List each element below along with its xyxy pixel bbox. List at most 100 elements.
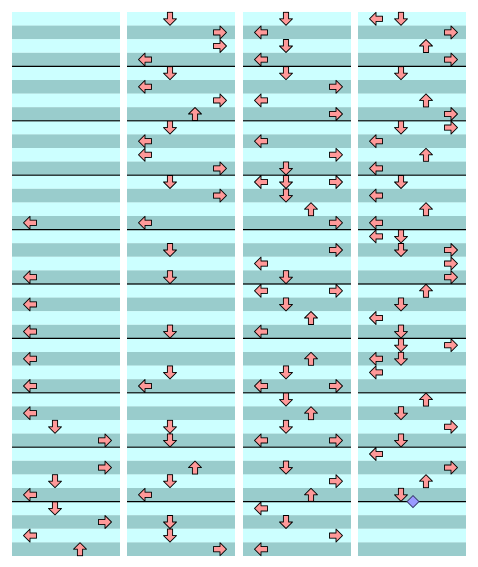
- beat-row: [12, 365, 120, 380]
- beat-row: [243, 188, 351, 203]
- beat-row: [12, 528, 120, 543]
- beat-row: [127, 488, 235, 502]
- up-arrow-note: [419, 93, 433, 108]
- beat-row: [12, 338, 120, 352]
- beat-row: [12, 202, 120, 216]
- beat-row: [12, 447, 120, 461]
- right-arrow-note: [329, 379, 343, 393]
- beat-row: [12, 12, 120, 26]
- beat-row: [12, 52, 120, 67]
- right-arrow-note: [444, 243, 458, 257]
- beat-row: [127, 542, 235, 556]
- beat-row: [243, 474, 351, 488]
- left-arrow-note: [254, 256, 268, 271]
- left-arrow-note: [23, 324, 37, 339]
- beat-row: [127, 202, 235, 216]
- down-arrow-note: [279, 270, 293, 285]
- beat-row: [12, 134, 120, 148]
- beat-row: [358, 474, 466, 488]
- down-arrow-note: [163, 515, 177, 529]
- down-arrow-note: [394, 243, 408, 257]
- down-arrow-note: [394, 351, 408, 366]
- beat-row: [358, 284, 466, 298]
- beat-row: [243, 202, 351, 216]
- beat-row: [12, 297, 120, 312]
- beat-row: [12, 379, 120, 393]
- up-arrow-note: [188, 460, 202, 475]
- beat-row: [127, 297, 235, 312]
- beat-row: [12, 515, 120, 529]
- right-arrow-note: [329, 215, 343, 230]
- right-arrow-note: [444, 338, 458, 353]
- beat-row: [358, 379, 466, 393]
- beat-row: [12, 39, 120, 53]
- beat-row: [127, 352, 235, 366]
- down-arrow-note: [163, 270, 177, 285]
- beat-row: [127, 433, 235, 448]
- down-arrow-note: [163, 433, 177, 448]
- left-arrow-note: [369, 351, 383, 366]
- beat-row: [243, 420, 351, 434]
- down-arrow-note: [279, 66, 293, 81]
- beat-row: [358, 542, 466, 556]
- down-arrow-note: [394, 338, 408, 353]
- beat-row: [127, 474, 235, 488]
- beat-row: [243, 39, 351, 53]
- beat-row: [127, 460, 235, 475]
- left-arrow-note: [369, 311, 383, 325]
- beat-row: [358, 406, 466, 420]
- left-arrow-note: [369, 11, 383, 26]
- beat-row: [243, 120, 351, 135]
- left-arrow-note: [23, 487, 37, 502]
- beat-row: [358, 216, 466, 230]
- beat-row: [358, 66, 466, 80]
- right-arrow-note: [329, 474, 343, 489]
- beat-row: [127, 12, 235, 26]
- beat-row: [243, 528, 351, 543]
- beat-row: [127, 501, 235, 516]
- beat-row: [358, 107, 466, 121]
- right-arrow-note: [329, 243, 343, 257]
- beat-row: [358, 488, 466, 502]
- up-arrow-note: [304, 202, 318, 217]
- left-arrow-note: [138, 52, 152, 67]
- beat-row: [358, 134, 466, 148]
- down-arrow-note: [394, 229, 408, 244]
- left-arrow-note: [254, 25, 268, 40]
- beat-row: [358, 297, 466, 312]
- beat-row: [12, 352, 120, 366]
- beat-row: [243, 148, 351, 162]
- beat-row: [127, 515, 235, 529]
- beat-row: [127, 52, 235, 67]
- right-arrow-note: [329, 79, 343, 94]
- left-arrow-note: [138, 215, 152, 230]
- up-arrow-note: [304, 311, 318, 325]
- right-arrow-note: [98, 515, 112, 529]
- down-arrow-note: [394, 297, 408, 312]
- beat-row: [12, 120, 120, 135]
- right-arrow-note: [329, 175, 343, 189]
- right-arrow-note: [444, 107, 458, 121]
- beat-row: [127, 80, 235, 94]
- left-arrow-note: [254, 283, 268, 298]
- beat-row: [12, 433, 120, 448]
- beat-row: [243, 542, 351, 556]
- down-arrow-note: [279, 11, 293, 26]
- down-arrow-note: [163, 66, 177, 81]
- mine-note: [406, 494, 420, 509]
- up-arrow-note: [419, 147, 433, 162]
- beat-row: [243, 25, 351, 40]
- left-arrow-note: [23, 270, 37, 285]
- beat-row: [243, 284, 351, 298]
- down-arrow-note: [279, 365, 293, 380]
- down-arrow-note: [394, 433, 408, 448]
- down-arrow-note: [163, 474, 177, 489]
- up-arrow-note: [73, 542, 87, 557]
- beat-row: [243, 365, 351, 380]
- down-arrow-note: [163, 11, 177, 26]
- beat-row: [243, 243, 351, 257]
- down-arrow-note: [163, 243, 177, 257]
- left-arrow-note: [254, 542, 268, 557]
- beat-row: [243, 433, 351, 448]
- beat-row: [358, 120, 466, 135]
